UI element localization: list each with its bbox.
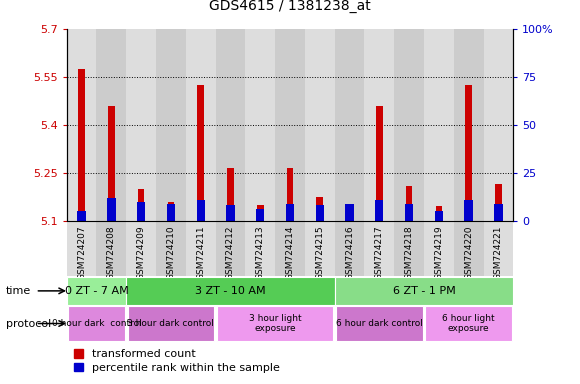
Text: 6 hour light
exposure: 6 hour light exposure <box>443 314 495 333</box>
Bar <box>77 211 86 221</box>
Bar <box>394 29 424 221</box>
Bar <box>335 221 364 276</box>
Bar <box>138 189 144 221</box>
Text: protocol: protocol <box>6 318 51 329</box>
Text: 3 hour dark control: 3 hour dark control <box>128 319 215 328</box>
Bar <box>126 29 156 221</box>
FancyBboxPatch shape <box>128 306 214 341</box>
Bar <box>216 29 245 221</box>
Text: 3 ZT - 10 AM: 3 ZT - 10 AM <box>195 286 266 296</box>
FancyBboxPatch shape <box>126 277 335 305</box>
Bar <box>275 221 305 276</box>
Text: 6 ZT - 1 PM: 6 ZT - 1 PM <box>393 286 455 296</box>
Bar <box>245 29 275 221</box>
Bar <box>465 200 473 221</box>
Text: GSM724210: GSM724210 <box>166 225 175 280</box>
Text: GSM724215: GSM724215 <box>316 225 324 280</box>
Bar <box>156 29 186 221</box>
Bar <box>335 29 364 221</box>
Text: GSM724214: GSM724214 <box>285 225 295 280</box>
Bar <box>166 204 175 221</box>
Bar <box>137 202 146 221</box>
Bar <box>424 29 454 221</box>
Bar <box>256 209 264 221</box>
Bar <box>286 204 294 221</box>
Bar <box>107 198 115 221</box>
Bar <box>434 211 443 221</box>
Bar <box>287 168 293 221</box>
Text: time: time <box>6 286 31 296</box>
Bar <box>454 29 484 221</box>
Bar <box>186 29 216 221</box>
Bar <box>494 204 503 221</box>
Bar <box>454 221 484 276</box>
Bar <box>305 221 335 276</box>
Text: 6 hour dark control: 6 hour dark control <box>336 319 423 328</box>
Text: GSM724220: GSM724220 <box>464 225 473 280</box>
Text: 0 ZT - 7 AM: 0 ZT - 7 AM <box>64 286 128 296</box>
Bar <box>317 197 323 221</box>
FancyBboxPatch shape <box>335 277 513 305</box>
Text: GSM724213: GSM724213 <box>256 225 264 280</box>
Bar <box>96 29 126 221</box>
Bar <box>316 205 324 221</box>
Bar <box>156 221 186 276</box>
Bar <box>375 200 383 221</box>
Bar <box>226 205 235 221</box>
Bar <box>364 29 394 221</box>
Text: GSM724221: GSM724221 <box>494 225 503 280</box>
Bar <box>168 202 174 221</box>
Text: GSM724208: GSM724208 <box>107 225 116 280</box>
Bar <box>495 184 502 221</box>
Text: 0 hour dark  control: 0 hour dark control <box>52 319 142 328</box>
Bar <box>257 205 263 221</box>
Bar <box>216 221 245 276</box>
Bar <box>67 221 96 276</box>
Bar <box>186 221 216 276</box>
FancyBboxPatch shape <box>67 277 126 305</box>
Bar <box>305 29 335 221</box>
Text: GSM724211: GSM724211 <box>196 225 205 280</box>
Bar <box>67 29 96 221</box>
Bar <box>96 221 126 276</box>
FancyBboxPatch shape <box>68 306 125 341</box>
Bar <box>376 106 383 221</box>
Bar <box>406 185 412 221</box>
Text: GSM724219: GSM724219 <box>434 225 443 280</box>
Bar <box>436 207 442 221</box>
FancyBboxPatch shape <box>336 306 423 341</box>
Bar <box>197 200 205 221</box>
Bar <box>346 208 353 221</box>
Bar <box>465 85 472 221</box>
Text: GSM724209: GSM724209 <box>137 225 146 280</box>
Bar <box>275 29 305 221</box>
Bar <box>108 106 115 221</box>
Bar <box>227 168 234 221</box>
Text: GSM724218: GSM724218 <box>405 225 414 280</box>
Bar <box>126 221 156 276</box>
Bar <box>245 221 275 276</box>
Text: GSM724207: GSM724207 <box>77 225 86 280</box>
Text: GSM724217: GSM724217 <box>375 225 384 280</box>
Legend: transformed count, percentile rank within the sample: transformed count, percentile rank withi… <box>72 347 282 375</box>
Text: 3 hour light
exposure: 3 hour light exposure <box>249 314 302 333</box>
Bar <box>405 204 414 221</box>
FancyBboxPatch shape <box>425 306 512 341</box>
Bar <box>345 204 354 221</box>
Bar <box>78 69 85 221</box>
Bar <box>364 221 394 276</box>
Bar <box>484 221 513 276</box>
FancyBboxPatch shape <box>217 306 333 341</box>
Text: GSM724212: GSM724212 <box>226 225 235 280</box>
Bar <box>394 221 424 276</box>
Text: GSM724216: GSM724216 <box>345 225 354 280</box>
Bar <box>484 29 513 221</box>
Bar <box>424 221 454 276</box>
Bar <box>197 85 204 221</box>
Text: GDS4615 / 1381238_at: GDS4615 / 1381238_at <box>209 0 371 13</box>
